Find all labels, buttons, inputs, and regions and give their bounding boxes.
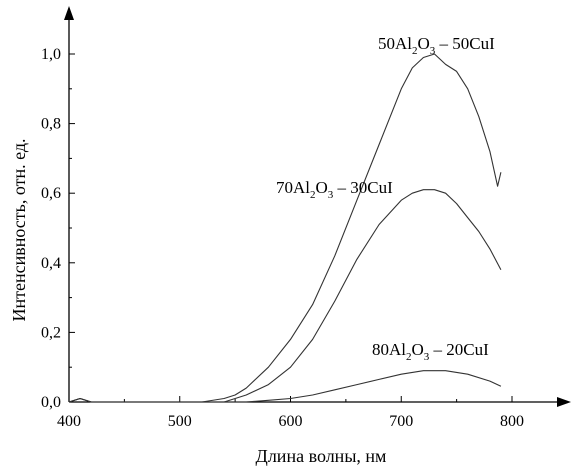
axes xyxy=(64,6,571,407)
y-tick-label: 0,2 xyxy=(41,324,61,341)
x-axis-arrow xyxy=(557,397,571,407)
series-lines xyxy=(68,53,502,403)
series-label-2: 70Al2O3 – 30CuI xyxy=(276,178,393,201)
series-label-3: 80Al2O3 – 20CuI xyxy=(372,340,489,363)
x-tick-label: 400 xyxy=(57,413,81,430)
x-axis-title: Длина волны, нм xyxy=(256,446,387,466)
series-label-1: 50Al2O3 – 50CuI xyxy=(378,34,495,57)
series-labels: 50Al2O3 – 50CuI 70Al2O3 – 30CuI 80Al2O3 – … xyxy=(276,34,495,363)
tick-group: 400 500 600 700 800 0,0 0,2 0,4 0,6 0,8 1,0 xyxy=(41,18,524,430)
x-tick-label: 600 xyxy=(279,413,303,430)
y-tick-label: 0,4 xyxy=(41,255,61,272)
x-tick-label: 500 xyxy=(168,413,192,430)
series-line-3 xyxy=(68,370,502,403)
y-tick-label: 0,8 xyxy=(41,116,61,133)
y-tick-label: 1,0 xyxy=(41,46,61,63)
y-axis-arrow xyxy=(64,6,74,20)
y-tick-label: 0,6 xyxy=(41,185,61,202)
y-axis-title: Интенсивность, отн. ед. xyxy=(9,138,29,321)
y-tick-label: 0,0 xyxy=(41,394,61,411)
x-tick-label: 800 xyxy=(500,413,524,430)
x-tick-label: 700 xyxy=(389,413,413,430)
